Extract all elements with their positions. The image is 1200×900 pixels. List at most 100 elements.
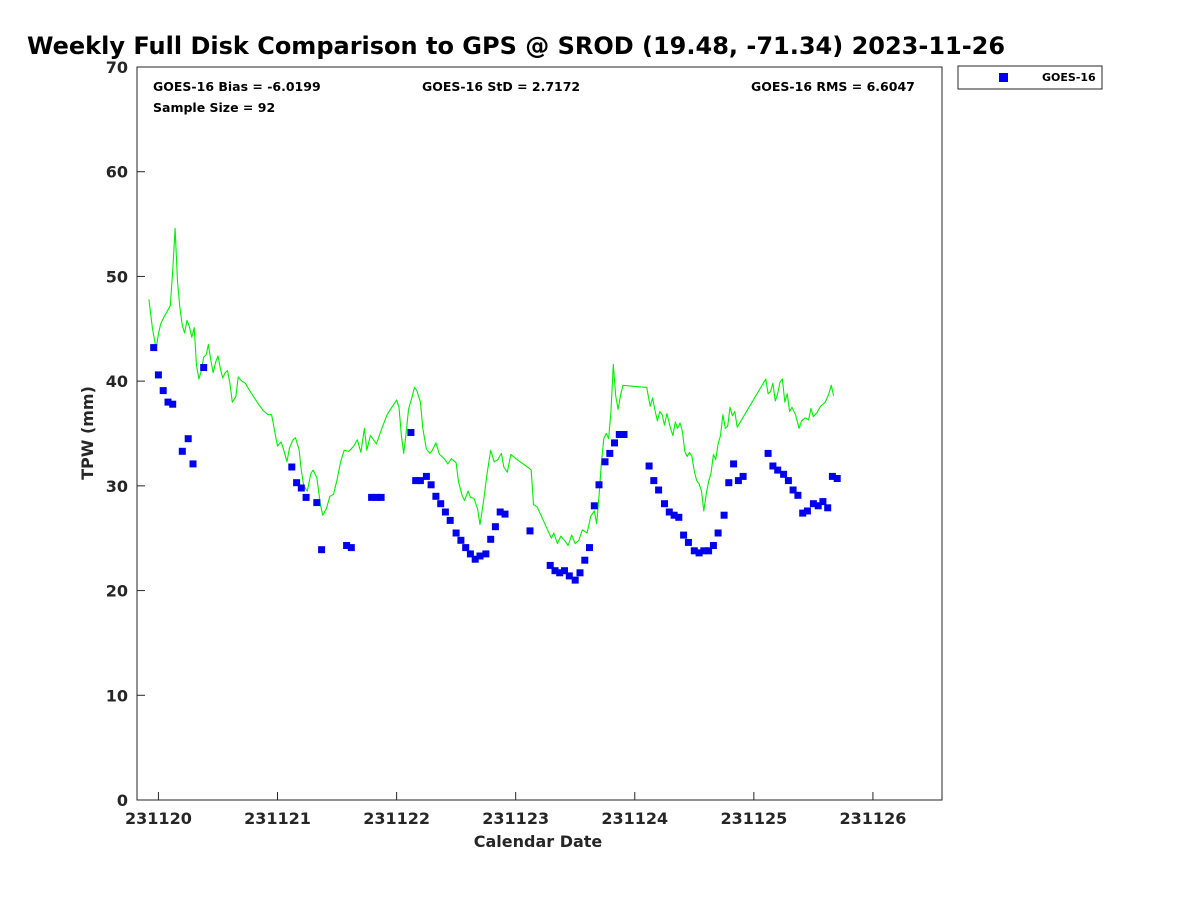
goes16-series-markers	[150, 344, 841, 584]
goes16-point	[184, 435, 192, 443]
y-axis-label: TPW (mm)	[78, 386, 97, 480]
y-tick-label-0: 0	[117, 791, 128, 810]
goes16-point	[407, 429, 415, 436]
goes16-point	[576, 569, 584, 577]
goes16-point	[200, 364, 208, 371]
goes16-point	[422, 472, 430, 480]
goes16-point	[441, 508, 449, 516]
goes16-point	[784, 477, 792, 485]
rms-stat: GOES-16 RMS = 6.6047	[751, 79, 915, 94]
goes16-point	[551, 567, 559, 575]
goes16-point	[780, 470, 788, 478]
goes16-point	[824, 504, 832, 512]
goes16-point	[675, 513, 683, 521]
goes16-point	[427, 481, 435, 489]
x-tick-label-231120: 231120	[125, 809, 192, 828]
std-stat: GOES-16 StD = 2.7172	[422, 79, 580, 94]
goes16-point	[164, 398, 172, 406]
goes16-point	[565, 572, 573, 580]
y-tick-label-30: 30	[106, 477, 128, 496]
goes16-point	[446, 516, 454, 524]
goes16-point	[476, 552, 484, 560]
goes16-point	[695, 549, 703, 557]
goes16-point	[611, 439, 618, 447]
legend-box	[957, 65, 1103, 90]
y-axis: 0 10 20 30 40 50 60 70	[106, 58, 145, 810]
x-tick-label-231125: 231125	[720, 809, 787, 828]
y-tick-label-70: 70	[106, 58, 128, 77]
goes16-point	[452, 529, 460, 537]
goes16-point	[462, 544, 470, 552]
goes16-point	[581, 556, 589, 564]
goes16-point	[828, 472, 836, 480]
goes16-point	[189, 460, 197, 468]
chart-title: Weekly Full Disk Comparison to GPS @ SRO…	[27, 32, 1005, 60]
goes16-point	[661, 500, 668, 508]
goes16-point	[809, 500, 817, 508]
plot-area-frame	[136, 66, 943, 801]
legend: GOES-16	[957, 65, 1103, 90]
goes16-point	[150, 344, 158, 352]
goes16-point	[705, 547, 713, 555]
goes16-point	[734, 477, 742, 485]
goes16-point	[471, 555, 479, 563]
x-tick-label-231126: 231126	[840, 809, 907, 828]
goes16-point	[416, 477, 424, 485]
y-tick-label-40: 40	[106, 372, 128, 391]
goes16-point	[297, 484, 305, 492]
goes16-point	[466, 550, 474, 558]
goes16-point	[412, 477, 420, 485]
goes16-point	[590, 502, 598, 510]
x-tick-label-231123: 231123	[482, 809, 549, 828]
goes16-point	[665, 508, 673, 516]
goes16-point	[690, 547, 698, 555]
goes16-point	[457, 536, 465, 544]
goes16-point	[799, 509, 807, 517]
x-axis: 231120 231121 231122 231123 231124 231125 2311…	[125, 792, 906, 828]
y-tick-label-60: 60	[106, 163, 128, 182]
goes16-point	[714, 529, 722, 537]
goes16-point	[606, 449, 614, 457]
goes16-point	[725, 479, 733, 487]
goes16-point	[487, 535, 495, 543]
y-tick-label-20: 20	[106, 582, 128, 601]
goes16-point	[601, 458, 609, 466]
goes16-point	[650, 477, 658, 485]
goes16-point	[288, 463, 296, 471]
goes16-point	[819, 498, 827, 506]
x-tick-label-231124: 231124	[601, 809, 668, 828]
goes16-point	[620, 431, 628, 438]
goes16-point	[794, 491, 802, 499]
y-tick-label-10: 10	[106, 686, 128, 705]
goes16-point	[437, 500, 445, 508]
goes16-point	[347, 544, 355, 552]
gps-series-line	[148, 227, 835, 547]
x-axis-label: Calendar Date	[474, 832, 603, 851]
goes16-point	[833, 475, 841, 482]
x-tick-label-231122: 231122	[363, 809, 430, 828]
x-tick-label-231121: 231121	[244, 809, 311, 828]
goes16-point	[774, 466, 782, 474]
goes16-point	[803, 507, 811, 515]
goes16-point	[169, 400, 177, 408]
goes16-point	[789, 486, 797, 494]
goes16-point	[586, 544, 593, 552]
goes16-point	[343, 542, 351, 549]
goes16-point	[368, 493, 376, 501]
goes16-point	[571, 576, 579, 584]
legend-marker-goes16	[999, 73, 1008, 82]
goes16-point	[700, 547, 708, 555]
goes16-point	[730, 460, 738, 468]
goes16-point	[561, 567, 568, 575]
goes16-point	[496, 508, 504, 516]
goes16-point	[432, 492, 440, 500]
goes16-point	[680, 531, 688, 539]
goes16-point	[159, 387, 167, 395]
goes16-point	[302, 493, 310, 501]
goes16-point	[546, 561, 554, 569]
goes16-point	[318, 546, 326, 554]
goes16-point	[769, 462, 777, 470]
goes16-point	[377, 493, 385, 501]
goes16-point	[372, 493, 380, 501]
